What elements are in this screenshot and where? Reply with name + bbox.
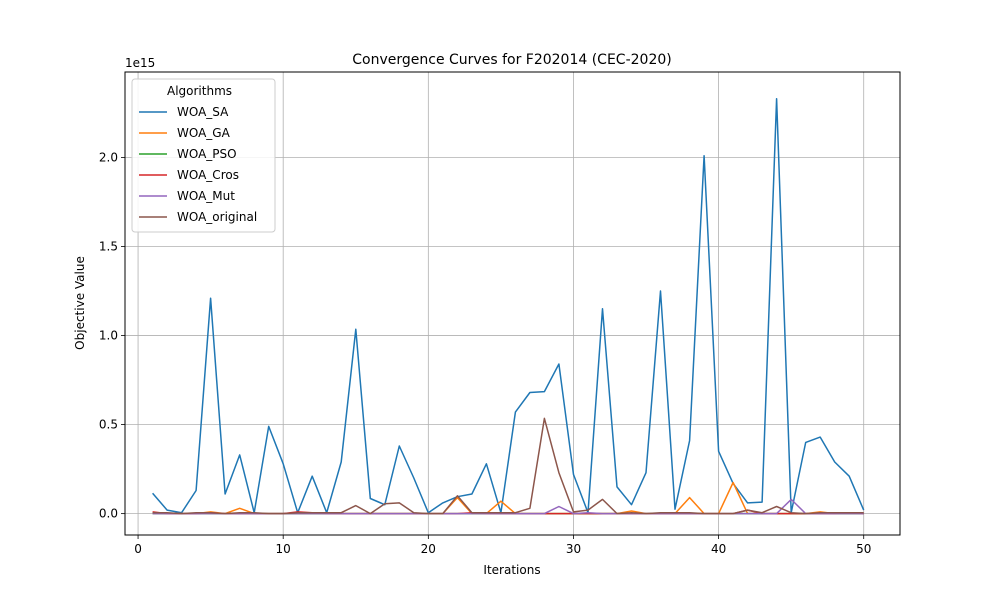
legend-label: WOA_original: [177, 210, 257, 224]
y-tick-label: 1.5: [99, 240, 118, 254]
y-tick-label: 0.0: [99, 507, 118, 521]
y-tick-label: 1.0: [99, 329, 118, 343]
legend: Algorithms WOA_SA WOA_GA WOA_PSO WOA_Cros WOA…: [132, 79, 275, 232]
legend-label: WOA_Mut: [177, 189, 235, 203]
x-tick-label: 30: [566, 542, 581, 556]
y-axis-label: Objective Value: [73, 256, 87, 350]
x-tick-label: 40: [711, 542, 726, 556]
legend-label: WOA_Cros: [177, 168, 239, 182]
legend-label: WOA_GA: [177, 126, 231, 140]
x-axis-label: Iterations: [483, 563, 540, 577]
x-tick-label: 0: [134, 542, 142, 556]
x-tick-label: 50: [856, 542, 871, 556]
legend-label: WOA_SA: [177, 105, 229, 119]
y-tick-label: 0.5: [99, 418, 118, 432]
x-tick-label: 20: [421, 542, 436, 556]
x-tick-label: 10: [276, 542, 291, 556]
y-offset-label: 1e15: [125, 56, 155, 70]
y-tick-label: 2.0: [99, 150, 118, 164]
chart-title: Convergence Curves for F202014 (CEC-2020…: [352, 52, 671, 68]
legend-title: Algorithms: [167, 84, 232, 98]
legend-label: WOA_PSO: [177, 147, 237, 161]
